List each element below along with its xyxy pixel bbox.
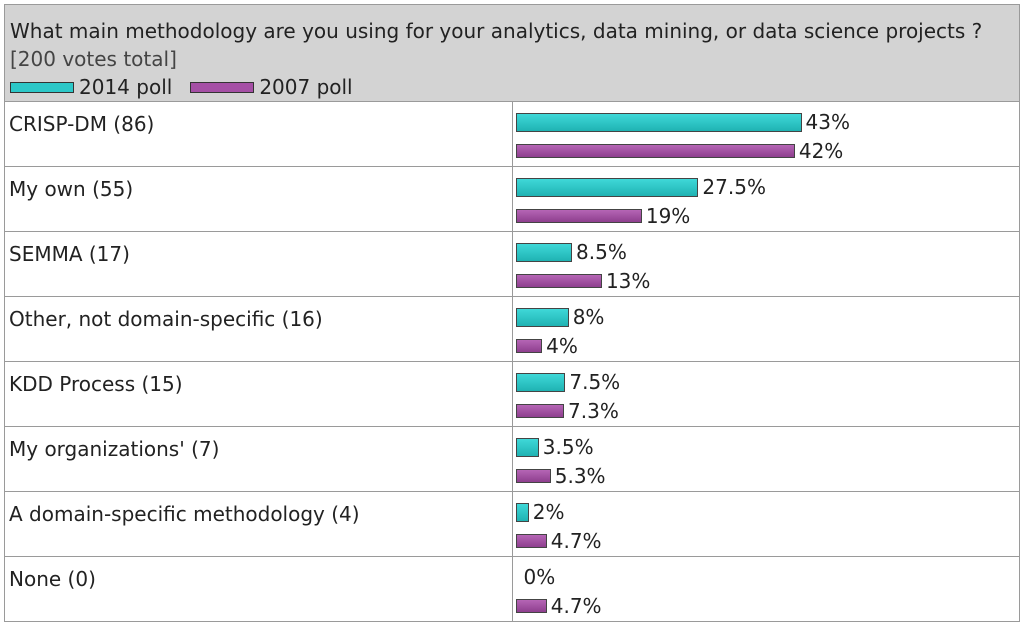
bar-group: 8% (515, 304, 605, 330)
bar-group: 7.3% (515, 398, 619, 424)
data-label: 8% (572, 305, 605, 329)
bar-cell: 0% 4.7% (511, 556, 1020, 622)
category-label: Other, not domain-specific (16) (4, 296, 513, 362)
bar-group: 4.7% (515, 593, 602, 619)
bar-group: 3.5% (515, 434, 594, 460)
table-row: None (0) 0% 4.7% (4, 556, 1020, 622)
data-label: 8.5% (576, 240, 627, 264)
bar-cell: 7.5% 7.3% (511, 361, 1020, 427)
data-label: 3.5% (542, 435, 594, 459)
bar-group: 19% (515, 203, 691, 229)
table-row: KDD Process (15) 7.5% 7.3% (4, 361, 1020, 427)
category-label: A domain-specific methodology (4) (4, 491, 513, 557)
data-label: 19% (645, 204, 691, 228)
category-label: CRISP-DM (86) (4, 101, 513, 167)
bar-cell: 43% 42% (511, 101, 1020, 167)
bar-cell: 27.5% 19% (511, 166, 1020, 232)
category-label: SEMMA (17) (4, 231, 513, 297)
bar-2014 (515, 502, 529, 522)
table-row: CRISP-DM (86) 43% 42% (4, 101, 1020, 167)
bar-2007 (515, 209, 642, 223)
data-label: 4.7% (550, 594, 602, 618)
legend: 2014 poll 2007 poll (10, 73, 1014, 101)
table-row: A domain-specific methodology (4) 2% 4.7% (4, 491, 1020, 557)
bar-group: 2% (515, 499, 565, 525)
poll-results-table: What main methodology are you using for … (4, 4, 1020, 622)
bar-group: 7.5% (515, 369, 621, 395)
bar-2007 (515, 534, 547, 548)
bar-2007 (515, 599, 547, 613)
bar-2014 (515, 437, 539, 457)
poll-question: What main methodology are you using for … (10, 17, 1014, 73)
bar-2007 (515, 339, 543, 353)
data-label: 5.3% (554, 464, 606, 488)
category-label: My own (55) (4, 166, 513, 232)
data-label: 13% (605, 269, 651, 293)
bar-group: 8.5% (515, 239, 627, 265)
data-label: 2% (532, 500, 565, 524)
bar-group: 13% (515, 268, 651, 294)
bar-2007 (515, 274, 602, 288)
legend-swatch-2014 (10, 81, 74, 93)
table-row: SEMMA (17) 8.5% 13% (4, 231, 1020, 297)
bar-cell: 3.5% 5.3% (511, 426, 1020, 492)
votes-total: [200 votes total] (10, 47, 177, 71)
category-label: KDD Process (15) (4, 361, 513, 427)
bar-2007 (515, 144, 795, 158)
bar-group: 27.5% (515, 174, 766, 200)
bar-2014 (515, 112, 802, 132)
bar-group: 4.7% (515, 528, 602, 554)
legend-label-2014: 2014 poll (79, 75, 173, 99)
bar-group: 43% (515, 109, 850, 135)
bar-2014 (515, 372, 566, 392)
bar-2014 (515, 307, 569, 327)
data-label: 0% (523, 565, 556, 589)
bar-cell: 8% 4% (511, 296, 1020, 362)
data-label: 4% (546, 334, 578, 358)
bar-2014 (515, 177, 699, 197)
table-row: Other, not domain-specific (16) 8% 4% (4, 296, 1020, 362)
data-label: 27.5% (702, 175, 766, 199)
legend-swatch-2007 (190, 81, 255, 93)
data-label: 7.3% (568, 399, 619, 423)
category-label: My organizations' (7) (4, 426, 513, 492)
category-label: None (0) (4, 556, 513, 622)
poll-rows: CRISP-DM (86) 43% 42% My own (55) 27.5% 19% SE… (4, 101, 1020, 622)
bar-2007 (515, 404, 565, 418)
chart-title: What main methodology are you using for … (10, 19, 983, 43)
bar-2014 (515, 242, 573, 262)
poll-header: What main methodology are you using for … (4, 4, 1020, 102)
bar-2007 (515, 469, 551, 483)
bar-cell: 2% 4.7% (511, 491, 1020, 557)
legend-label-2007: 2007 poll (259, 75, 353, 99)
data-label: 7.5% (569, 370, 621, 394)
bar-group: 42% (515, 138, 844, 164)
bar-group: 0% (516, 564, 556, 590)
data-label: 43% (805, 110, 850, 134)
table-row: My own (55) 27.5% 19% (4, 166, 1020, 232)
bar-group: 4% (515, 333, 578, 359)
bar-group: 5.3% (515, 463, 606, 489)
bar-cell: 8.5% 13% (511, 231, 1020, 297)
data-label: 4.7% (550, 529, 602, 553)
data-label: 42% (798, 139, 844, 163)
table-row: My organizations' (7) 3.5% 5.3% (4, 426, 1020, 492)
